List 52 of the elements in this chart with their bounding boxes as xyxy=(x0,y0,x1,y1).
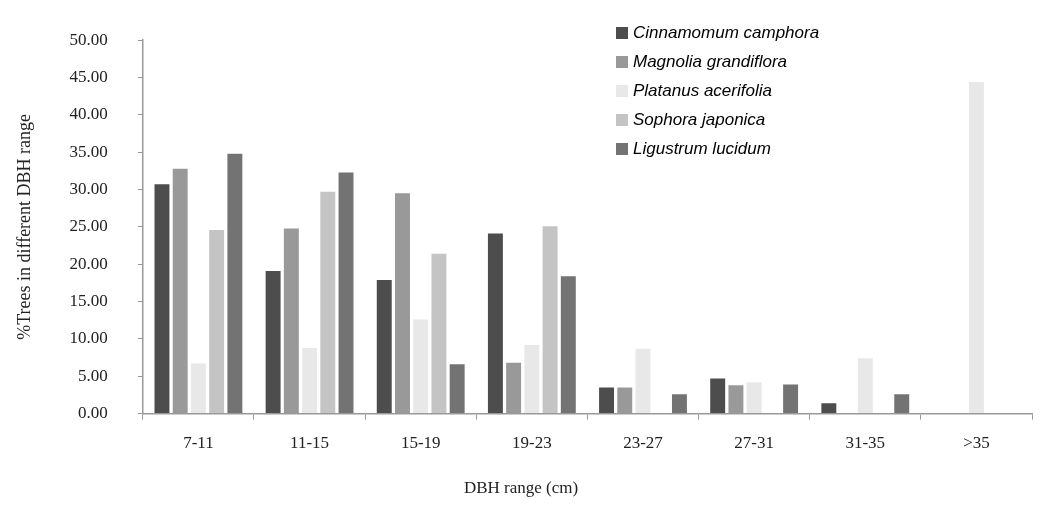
bar xyxy=(524,344,540,414)
legend-label: Cinnamomum camphora xyxy=(633,22,820,43)
x-tick-label: 27-31 xyxy=(734,433,774,453)
bar xyxy=(857,358,873,414)
bar xyxy=(894,394,910,414)
bar xyxy=(209,229,225,414)
bar xyxy=(487,233,503,414)
bar xyxy=(413,319,429,414)
y-tick-label: 0.00 xyxy=(78,403,108,423)
legend-label: Platanus acerifolia xyxy=(633,80,772,101)
y-tick-label: 25.00 xyxy=(69,216,108,236)
bar xyxy=(635,348,651,414)
bar xyxy=(265,270,281,414)
bar xyxy=(376,279,392,414)
y-tick-label: 5.00 xyxy=(78,365,108,385)
x-tick-label: >35 xyxy=(963,433,990,453)
bar xyxy=(968,82,984,414)
y-tick-label: 15.00 xyxy=(69,291,108,311)
x-tick-label: 31-35 xyxy=(845,433,886,453)
bar xyxy=(338,172,354,414)
legend-label: Magnolia grandiflora xyxy=(633,51,788,72)
x-tick-label: 23-27 xyxy=(623,433,664,453)
bar xyxy=(154,184,170,414)
bar xyxy=(542,226,558,414)
bar xyxy=(302,347,318,414)
bar xyxy=(599,387,615,414)
y-tick-label: 10.00 xyxy=(69,328,108,348)
x-tick-label: 7-11 xyxy=(183,433,214,453)
legend-label: Ligustrum lucidum xyxy=(633,138,771,159)
y-tick-label: 35.00 xyxy=(69,141,108,161)
x-tick-label: 19-23 xyxy=(512,433,552,453)
bar xyxy=(746,382,762,414)
bar xyxy=(710,378,726,414)
bar xyxy=(821,403,837,414)
bar xyxy=(449,364,465,414)
x-tick-label: 11-15 xyxy=(290,433,330,453)
bar xyxy=(560,276,576,414)
x-tick-label: 15-19 xyxy=(400,433,441,453)
bar xyxy=(431,253,447,414)
bar xyxy=(190,363,206,414)
y-tick-label: 30.00 xyxy=(69,179,108,199)
y-tick-label: 45.00 xyxy=(69,67,108,87)
y-tick-label: 50.00 xyxy=(69,29,108,49)
bar xyxy=(671,394,687,414)
y-tick-label: 40.00 xyxy=(69,104,108,124)
bar xyxy=(227,153,243,414)
y-axis-title: %Trees in different DBH range xyxy=(13,113,34,340)
bar xyxy=(320,191,336,414)
y-tick-label: 20.00 xyxy=(69,253,108,273)
bar xyxy=(783,384,799,414)
x-axis-title: DBH range (cm) xyxy=(462,478,580,498)
legend-label: Sophora japonica xyxy=(633,109,766,130)
